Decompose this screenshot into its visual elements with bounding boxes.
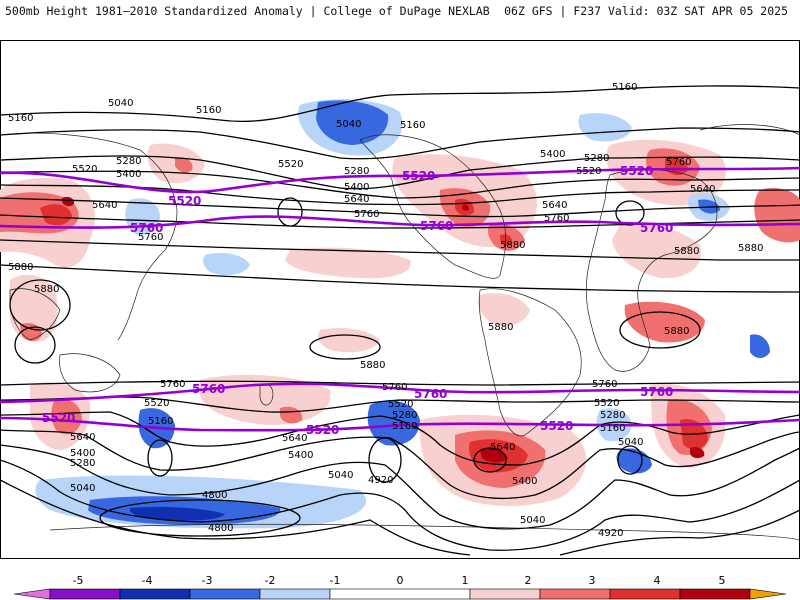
contour-label-5520: 5520 <box>620 164 653 178</box>
contour-label-5520: 5520 <box>168 194 201 208</box>
contour-label: 5160 <box>148 416 173 427</box>
colorbar-tick: 4 <box>654 574 661 587</box>
model-run-info: 06Z GFS | F237 Valid: 03Z SAT APR 05 202… <box>504 4 788 18</box>
contour-label: 5400 <box>288 450 313 461</box>
colorbar-tick: 2 <box>525 574 532 587</box>
contour-label: 5400 <box>512 476 537 487</box>
contour-label: 5760 <box>382 382 407 393</box>
contour-label: 5880 <box>34 284 59 295</box>
contour-label: 5520 <box>72 164 97 175</box>
contour-label: 5400 <box>116 169 141 180</box>
coastlines <box>0 124 800 541</box>
contour-label: 5160 <box>400 120 425 131</box>
colorbar-tick: -4 <box>142 574 153 587</box>
anomaly-map: 5040 5160 5160 5280 5400 5520 5520 5640 … <box>0 40 800 559</box>
contour-label: 5760 <box>138 232 163 243</box>
colorbar-segment-m1 <box>259 588 331 600</box>
colorbar-segment-m3 <box>119 588 191 600</box>
contour-label: 5280 <box>392 410 417 421</box>
contour-label: 5040 <box>618 437 643 448</box>
contour-label: 5760 <box>160 379 185 390</box>
colorbar-segment-p2 <box>539 588 611 600</box>
colorbar-tick: -2 <box>265 574 276 587</box>
colorbar-tick: 3 <box>589 574 596 587</box>
contour-label: 5880 <box>360 360 385 371</box>
contour-label: 5640 <box>344 194 369 205</box>
contour-label: 5880 <box>674 246 699 257</box>
contour-label: 5520 <box>278 159 303 170</box>
contour-label: 5640 <box>92 200 117 211</box>
contour-label: 5880 <box>664 326 689 337</box>
colorbar-segment-m5 <box>13 588 51 600</box>
contour-label: 5640 <box>70 432 95 443</box>
contour-label-5760: 5760 <box>420 219 453 233</box>
colorbar-tick: -1 <box>330 574 341 587</box>
contour-label: 4920 <box>368 475 393 486</box>
contour-label: 5280 <box>344 166 369 177</box>
contour-label: 5760 <box>666 157 691 168</box>
contour-label: 5280 <box>584 153 609 164</box>
colorbar-segment-p1 <box>469 588 541 600</box>
colorbar-tick: -5 <box>73 574 84 587</box>
contour-label: 5760 <box>544 213 569 224</box>
contour-label: 5280 <box>70 458 95 469</box>
contour-label: 5160 <box>392 421 417 432</box>
contour-label: 4800 <box>208 523 233 534</box>
contour-label-5760: 5760 <box>414 387 447 401</box>
contour-label: 5640 <box>282 433 307 444</box>
colorbar-segment-p5 <box>749 588 787 600</box>
contour-label-5520: 5520 <box>306 423 339 437</box>
contour-label: 4800 <box>202 490 227 501</box>
contour-label: 5520 <box>144 398 169 409</box>
contour-label: 5640 <box>542 200 567 211</box>
contour-label: 5640 <box>490 442 515 453</box>
contour-label: 5160 <box>8 113 33 124</box>
map-title: 500mb Height 1981–2010 Standardized Anom… <box>5 4 490 18</box>
contour-label-5520: 5520 <box>540 419 573 433</box>
contour-label-5760: 5760 <box>640 385 673 399</box>
contour-label: 5640 <box>690 184 715 195</box>
contour-label: 5040 <box>328 470 353 481</box>
contour-label: 5520 <box>576 166 601 177</box>
colorbar-tick: 5 <box>719 574 726 587</box>
contour-label-5760: 5760 <box>192 382 225 396</box>
contour-label: 5280 <box>600 410 625 421</box>
colorbar-tick: -3 <box>202 574 213 587</box>
contour-label: 4920 <box>598 528 623 539</box>
contour-label: 5160 <box>600 423 625 434</box>
colorbar-segment-zero <box>329 588 471 600</box>
reference-contours <box>0 166 800 432</box>
contour-label: 5520 <box>388 399 413 410</box>
contour-label: 5040 <box>70 483 95 494</box>
colorbar-segment-p3 <box>609 588 681 600</box>
anomaly-colorbar: -5 -4 -3 -2 -1 0 1 2 3 4 5 <box>13 574 787 600</box>
contour-label: 5760 <box>592 379 617 390</box>
contour-label: 5880 <box>8 262 33 273</box>
colorbar-segment-m2 <box>189 588 261 600</box>
contour-label-5520: 5520 <box>402 169 435 183</box>
contour-label: 5040 <box>520 515 545 526</box>
colorbar-segment-p4 <box>679 588 751 600</box>
colorbar-segment-m4 <box>49 588 121 600</box>
contour-label: 5400 <box>540 149 565 160</box>
contour-label: 5040 <box>336 119 361 130</box>
contour-label: 5520 <box>594 398 619 409</box>
contour-label-5520: 5520 <box>42 411 75 425</box>
contour-label-layer: 5040 5160 5160 5280 5400 5520 5520 5640 … <box>8 82 763 539</box>
contour-label: 5400 <box>70 448 95 459</box>
contour-label: 5160 <box>612 82 637 93</box>
contour-label: 5280 <box>116 156 141 167</box>
contour-label-5760: 5760 <box>640 221 673 235</box>
contour-label: 5880 <box>488 322 513 333</box>
contour-label-5760: 5760 <box>130 221 163 235</box>
contour-label: 5760 <box>354 209 379 220</box>
contour-label: 5400 <box>344 182 369 193</box>
colorbar-tick: 1 <box>462 574 469 587</box>
contour-label: 5160 <box>196 105 221 116</box>
contour-label: 5880 <box>500 240 525 251</box>
contour-label: 5040 <box>108 98 133 109</box>
colorbar-tick: 0 <box>397 574 404 587</box>
contour-label: 5880 <box>738 243 763 254</box>
